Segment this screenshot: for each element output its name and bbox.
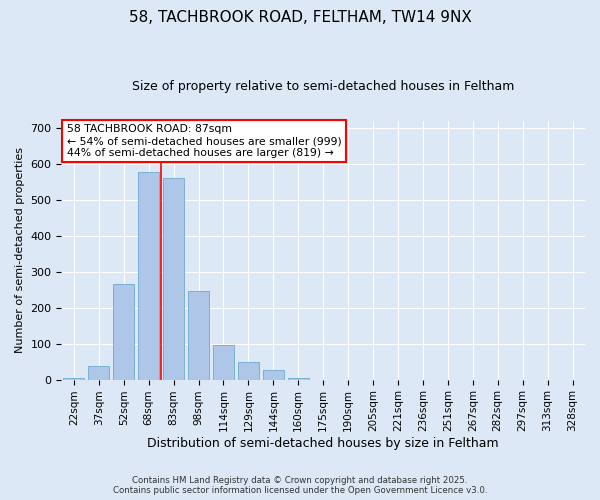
X-axis label: Distribution of semi-detached houses by size in Feltham: Distribution of semi-detached houses by … bbox=[148, 437, 499, 450]
Bar bbox=[188, 292, 209, 380]
Y-axis label: Number of semi-detached properties: Number of semi-detached properties bbox=[15, 147, 25, 353]
Text: 58, TACHBROOK ROAD, FELTHAM, TW14 9NX: 58, TACHBROOK ROAD, FELTHAM, TW14 9NX bbox=[128, 10, 472, 25]
Bar bbox=[238, 362, 259, 380]
Bar bbox=[63, 378, 85, 380]
Bar bbox=[287, 378, 309, 380]
Bar bbox=[163, 178, 184, 380]
Text: 58 TACHBROOK ROAD: 87sqm
← 54% of semi-detached houses are smaller (999)
44% of : 58 TACHBROOK ROAD: 87sqm ← 54% of semi-d… bbox=[67, 124, 341, 158]
Bar bbox=[88, 366, 109, 380]
Text: Contains HM Land Registry data © Crown copyright and database right 2025.
Contai: Contains HM Land Registry data © Crown c… bbox=[113, 476, 487, 495]
Bar bbox=[213, 344, 234, 380]
Bar bbox=[263, 370, 284, 380]
Bar bbox=[113, 284, 134, 380]
Bar bbox=[138, 172, 159, 380]
Title: Size of property relative to semi-detached houses in Feltham: Size of property relative to semi-detach… bbox=[132, 80, 514, 93]
